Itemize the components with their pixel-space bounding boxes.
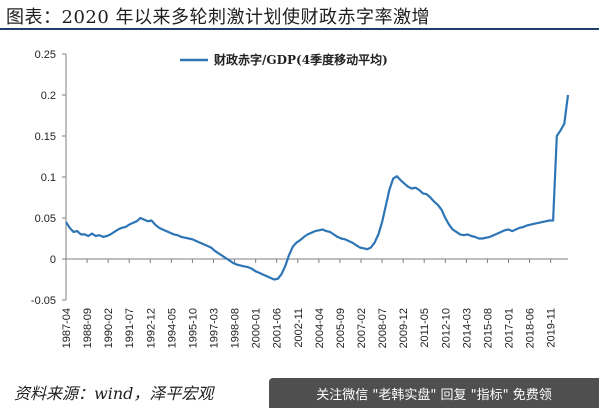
y-tick-label: 0: [50, 254, 56, 266]
x-tick-label: 2012-10: [440, 308, 452, 348]
y-tick-label: 0.05: [35, 213, 56, 225]
x-tick-label: 1997-03: [209, 308, 221, 348]
x-tick-label: 2008-07: [377, 308, 389, 348]
watermark-banner: 关注微信 "老韩实盘" 回复 "指标" 免费领: [269, 378, 599, 408]
x-tick-label: 2018-06: [525, 308, 537, 348]
x-tick-label: 1992-12: [145, 308, 157, 348]
x-tick-label: 2007-02: [356, 308, 368, 348]
x-tick-label: 2009-12: [398, 308, 410, 348]
chart: -0.05 0 0.05 0.1 0.15 0.2 0.25 1987-04 1988-09 19…: [31, 49, 570, 348]
x-tick-label: 1995-10: [187, 308, 199, 348]
source-note: 资料来源：wind，泽平宏观: [14, 384, 214, 403]
x-tick-label: 2014-03: [461, 308, 473, 348]
x-tick-label: 2019-11: [546, 308, 558, 348]
x-tick-label: 1998-08: [230, 308, 242, 348]
x-tick-label: 2001-06: [272, 308, 284, 348]
page-title: 图表：2020 年以来多轮刺激计划使财政赤字率激增: [6, 7, 431, 28]
x-tick-label: 2000-01: [251, 308, 263, 348]
y-tick-label: -0.05: [31, 295, 56, 307]
x-tick-label: 2005-09: [335, 308, 347, 348]
series-line: [65, 94, 570, 281]
x-tick-label: 1994-05: [166, 308, 178, 348]
y-tick-label: 0.2: [41, 90, 56, 102]
y-tick-label: 0.15: [35, 131, 56, 143]
x-tick-label: 2017-01: [504, 308, 516, 348]
x-tick-label: 1990-02: [103, 308, 115, 348]
y-tick-label: 0.1: [41, 172, 56, 184]
x-tick-label: 2002-11: [293, 308, 305, 348]
legend-label: 财政赤字/GDP(4季度移动平均): [213, 52, 388, 67]
x-tick-label: 2004-04: [314, 308, 326, 348]
x-tick-label: 2011-05: [419, 308, 431, 348]
x-tick-label: 2015-08: [482, 308, 494, 348]
x-tick-label: 1988-09: [82, 308, 94, 348]
y-tick-label: 0.25: [35, 49, 56, 61]
x-tick-label: 1991-07: [124, 308, 136, 348]
x-tick-label: 1987-04: [61, 308, 73, 348]
title-rule: [0, 28, 599, 30]
